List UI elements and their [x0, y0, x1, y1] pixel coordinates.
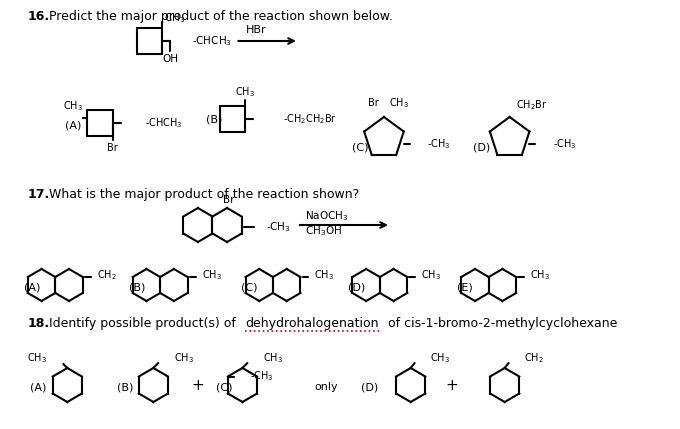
Text: (D): (D): [348, 282, 366, 292]
Text: (C): (C): [241, 282, 258, 292]
Text: (A): (A): [30, 382, 46, 392]
Text: Br: Br: [107, 143, 118, 153]
Text: -CH$_2$CH$_2$Br: -CH$_2$CH$_2$Br: [283, 112, 337, 126]
Text: -CH$_3$: -CH$_3$: [266, 220, 290, 234]
Text: -CH$_3$: -CH$_3$: [428, 138, 451, 151]
Text: CH$_3$: CH$_3$: [314, 268, 335, 282]
Text: -CHCH$_3$: -CHCH$_3$: [192, 34, 232, 48]
Text: (B): (B): [206, 114, 222, 124]
Text: Predict the major product of the reaction shown below.: Predict the major product of the reactio…: [50, 10, 393, 23]
Text: CH$_3$OH: CH$_3$OH: [305, 224, 342, 238]
Text: CH$_2$Br: CH$_2$Br: [515, 98, 547, 112]
Text: OH: OH: [163, 54, 178, 64]
Text: (E): (E): [457, 282, 473, 292]
Text: (B): (B): [129, 282, 145, 292]
Text: (D): (D): [473, 143, 490, 153]
Text: -CHCH$_3$: -CHCH$_3$: [146, 116, 183, 130]
Text: Identify possible product(s) of: Identify possible product(s) of: [50, 317, 240, 330]
Text: (A): (A): [65, 120, 82, 130]
Text: CH$_2$: CH$_2$: [97, 268, 116, 282]
Text: (D): (D): [361, 382, 379, 392]
Text: CH$_2$: CH$_2$: [524, 351, 544, 365]
Text: HBr: HBr: [245, 25, 266, 35]
Text: -CH$_3$: -CH$_3$: [250, 370, 273, 384]
Text: +: +: [192, 378, 204, 393]
Text: CH$_3$: CH$_3$: [389, 96, 409, 110]
Text: CH$_3$: CH$_3$: [63, 99, 83, 113]
Text: CH$_3$: CH$_3$: [422, 268, 441, 282]
Text: (A): (A): [24, 282, 40, 292]
Text: (C): (C): [216, 382, 233, 392]
Text: CH$_3$: CH$_3$: [165, 11, 186, 25]
Text: CH$_3$: CH$_3$: [27, 351, 48, 365]
Text: CH$_3$: CH$_3$: [430, 351, 450, 365]
Text: -CH$_3$: -CH$_3$: [553, 138, 577, 151]
Text: CH$_3$: CH$_3$: [235, 85, 256, 99]
Text: CH$_3$: CH$_3$: [530, 268, 550, 282]
Text: 16.: 16.: [28, 10, 50, 23]
Text: What is the major product of the reaction shown?: What is the major product of the reactio…: [50, 188, 360, 201]
Text: CH$_3$: CH$_3$: [263, 351, 284, 365]
Text: +: +: [446, 378, 458, 393]
Text: CH$_3$: CH$_3$: [174, 351, 194, 365]
Text: of cis-1-bromo-2-methylcyclohexane: of cis-1-bromo-2-methylcyclohexane: [384, 317, 617, 330]
Text: 18.: 18.: [28, 317, 50, 330]
Text: only: only: [315, 382, 339, 392]
Text: NaOCH$_3$: NaOCH$_3$: [305, 209, 348, 223]
Text: Br: Br: [369, 98, 379, 108]
Text: Br: Br: [223, 195, 235, 205]
Text: dehydrohalogenation: dehydrohalogenation: [245, 317, 379, 330]
Text: (B): (B): [117, 382, 133, 392]
Text: CH$_3$: CH$_3$: [201, 268, 222, 282]
Text: 17.: 17.: [28, 188, 50, 201]
Text: (C): (C): [352, 143, 369, 153]
